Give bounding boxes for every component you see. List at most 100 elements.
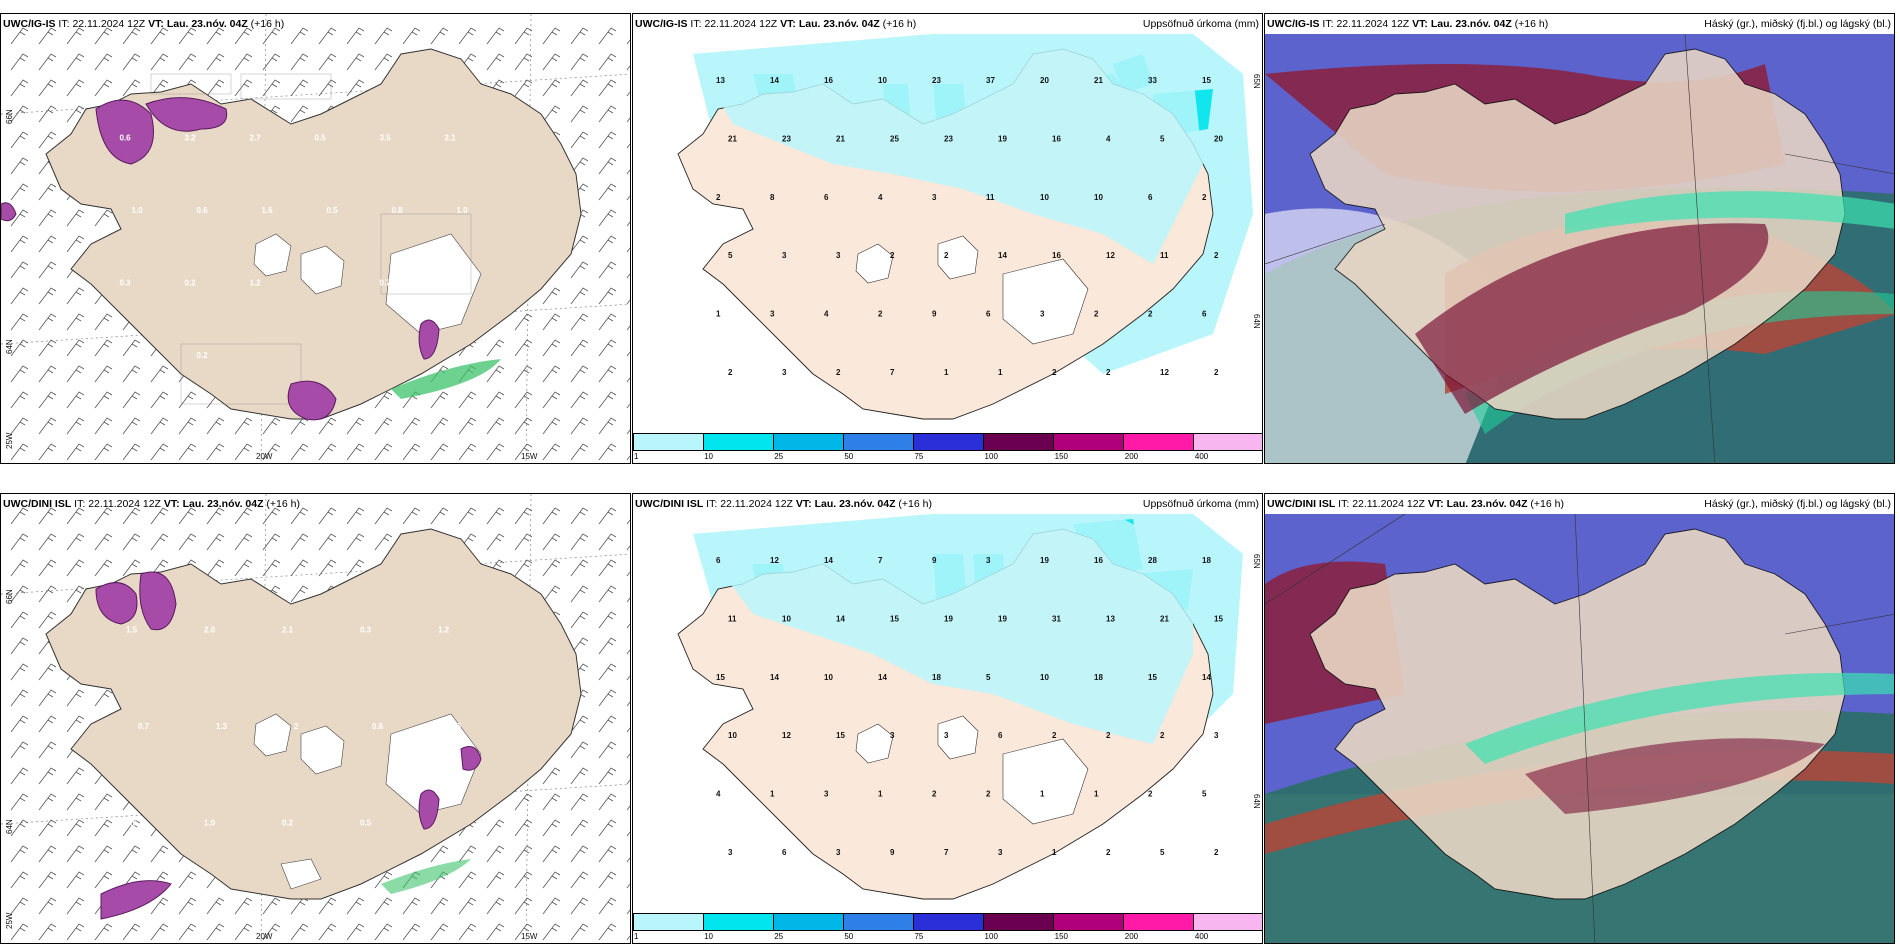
wind-barb <box>10 365 29 383</box>
map-clouds-igis <box>1265 14 1894 463</box>
colorbar-segment <box>774 914 844 930</box>
it-value: 22.11.2024 12Z <box>72 18 146 30</box>
wind-barb <box>570 287 589 305</box>
wind-barb <box>626 779 630 785</box>
value-label: 6 <box>986 310 991 319</box>
wind-barb <box>318 507 337 525</box>
wind-barb <box>626 221 630 227</box>
wind-barb <box>374 443 393 461</box>
model-name: UWC/IG-IS <box>3 18 56 30</box>
wind-barb <box>94 313 113 331</box>
wind-barb <box>10 637 29 655</box>
value-label: 3 <box>770 310 775 319</box>
precip-colorbar <box>633 913 1262 931</box>
value-label: 2 <box>944 251 949 260</box>
value-label: 3 <box>836 848 841 857</box>
wind-barb <box>570 585 589 603</box>
value-label: 9 <box>890 848 895 857</box>
wind-barb <box>598 819 617 837</box>
map-wind-precip-dini: 1.5 2.0 2.1 0.3 1.2 0.7 1.3 2 0.6 0.3 0.5 1.0 0.2 0.5 <box>1 494 630 943</box>
wind-barb <box>514 533 533 551</box>
wind-barb <box>94 339 113 357</box>
wind-barb <box>598 391 617 409</box>
value-label: 14 <box>824 556 833 565</box>
wind-barb <box>122 845 141 863</box>
lon-label-25w: 25W <box>5 912 14 929</box>
vt-label: VT: <box>780 18 796 30</box>
wind-barb <box>66 79 85 97</box>
value-label: 2 <box>836 368 841 377</box>
value-label: 2 <box>1052 731 1057 740</box>
lat-label-65n: 65N <box>1252 554 1261 569</box>
wind-barb <box>430 443 449 461</box>
value-label: 1.6 <box>262 206 274 215</box>
wind-barb <box>570 443 589 461</box>
value-label: 13 <box>1106 615 1115 624</box>
wind-barb <box>570 767 589 785</box>
cloud-title: Háský (gr.), miðský (fj.bl.) og lágský (… <box>1704 18 1891 30</box>
precip-colorbar <box>633 433 1262 451</box>
value-label: 9 <box>932 310 937 319</box>
wind-barb <box>178 417 197 435</box>
wind-barb <box>402 897 421 915</box>
value-label: 10 <box>1094 193 1103 202</box>
wind-barb <box>598 209 617 227</box>
wind-barb <box>542 793 561 811</box>
wind-barb <box>66 923 85 941</box>
wind-barb <box>514 339 533 357</box>
lon-label-25w: 25W <box>5 432 14 449</box>
wind-barb <box>290 923 309 941</box>
lon-label-20w: 20W <box>256 452 273 461</box>
value-label: 14 <box>1202 673 1211 682</box>
wind-barb <box>598 417 617 435</box>
wind-barb <box>458 897 477 915</box>
wind-barb <box>262 417 281 435</box>
wind-barb <box>38 741 57 759</box>
wind-barb <box>206 533 225 551</box>
colorbar-segment <box>1054 434 1124 450</box>
value-label: 12 <box>782 731 791 740</box>
vt-label: VT: <box>163 498 180 510</box>
colorbar-tick-label: 25 <box>774 452 784 461</box>
wind-barb <box>38 611 57 629</box>
it-label: IT: <box>58 18 70 30</box>
wind-barb <box>290 27 309 45</box>
vt-label: VT: <box>1427 498 1444 510</box>
wind-barb <box>38 871 57 889</box>
wind-barb <box>38 533 57 551</box>
wind-barb <box>10 767 29 785</box>
colorbar-segment <box>1124 434 1194 450</box>
wind-barb <box>626 753 630 759</box>
wind-barb <box>290 79 309 97</box>
value-label: 1 <box>878 790 883 799</box>
value-label: 2 <box>878 310 883 319</box>
wind-barb <box>542 339 561 357</box>
wind-barb <box>570 53 589 71</box>
wind-barb <box>38 897 57 915</box>
wind-barb <box>318 53 337 71</box>
wind-barb <box>542 585 561 603</box>
value-label: 16 <box>1052 251 1061 260</box>
wind-barb <box>542 819 561 837</box>
value-label: 4 <box>716 790 721 799</box>
wind-barb <box>598 287 617 305</box>
wind-barb <box>38 819 57 837</box>
wind-barb <box>626 597 630 603</box>
wind-barb <box>514 313 533 331</box>
value-label: 0.3 <box>360 625 372 634</box>
colorbar-tick-label: 10 <box>704 452 714 461</box>
wind-barb <box>10 845 29 863</box>
wind-barb <box>626 935 630 941</box>
wind-barb <box>570 79 589 97</box>
wind-barb <box>10 443 29 461</box>
value-label: 10 <box>824 673 833 682</box>
wind-barb <box>234 53 253 71</box>
value-label: 25 <box>890 135 899 144</box>
model-name: UWC/DINI ISL <box>635 498 704 510</box>
wind-barb <box>122 417 141 435</box>
wind-barb <box>374 417 393 435</box>
wind-barb <box>626 299 630 305</box>
wind-barb <box>66 443 85 461</box>
wind-barb <box>542 871 561 889</box>
wind-barb <box>10 287 29 305</box>
